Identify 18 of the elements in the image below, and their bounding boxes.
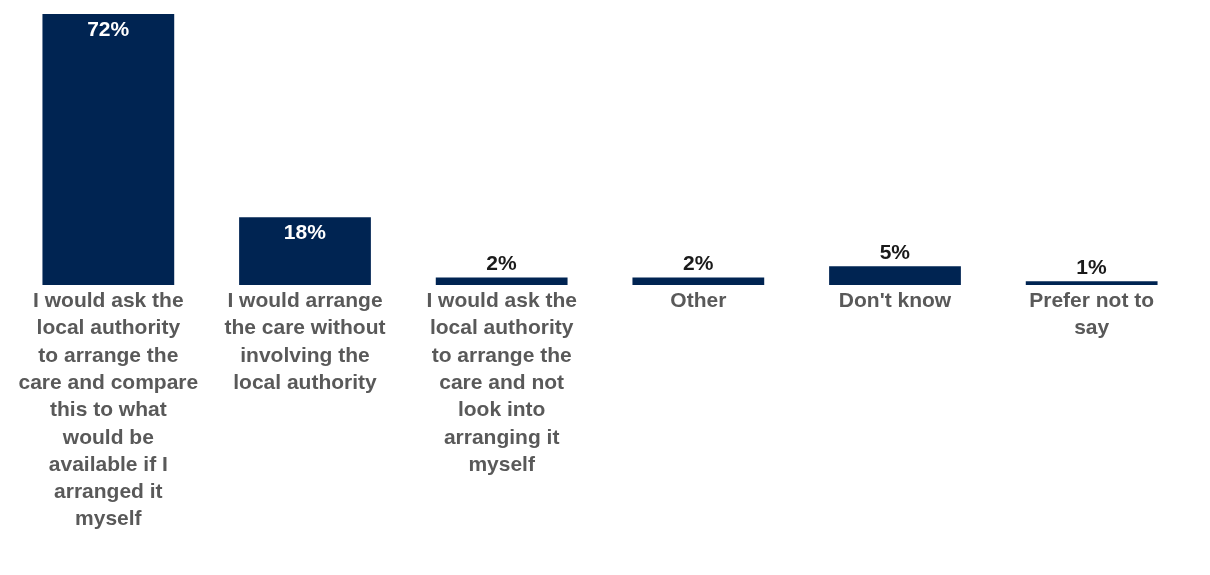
data-label: 5% <box>879 240 911 264</box>
bar <box>829 266 961 285</box>
data-label: 2% <box>683 251 714 275</box>
data-label: 2% <box>486 251 517 275</box>
x-tick-label: Other <box>670 288 727 311</box>
data-label: 1% <box>1076 255 1107 279</box>
bar <box>239 217 371 285</box>
data-label: 72% <box>87 17 130 40</box>
x-tick-label: Don't know <box>838 288 952 311</box>
x-tick-label: Prefer not to say <box>1029 288 1155 339</box>
x-tick-label: I would arrange the care without involving the local authority <box>224 288 386 393</box>
bar <box>1025 281 1158 285</box>
bar <box>632 277 765 285</box>
bar <box>42 14 175 285</box>
category-label: I would ask the local authority to arrange the care and compare this to what would be available if I arranged it myself <box>18 288 199 530</box>
x-tick-label: I would ask the local authority to arrange the care and not look into arranging it myself <box>426 288 577 475</box>
bar <box>435 277 568 285</box>
data-label: 18% <box>283 220 327 244</box>
